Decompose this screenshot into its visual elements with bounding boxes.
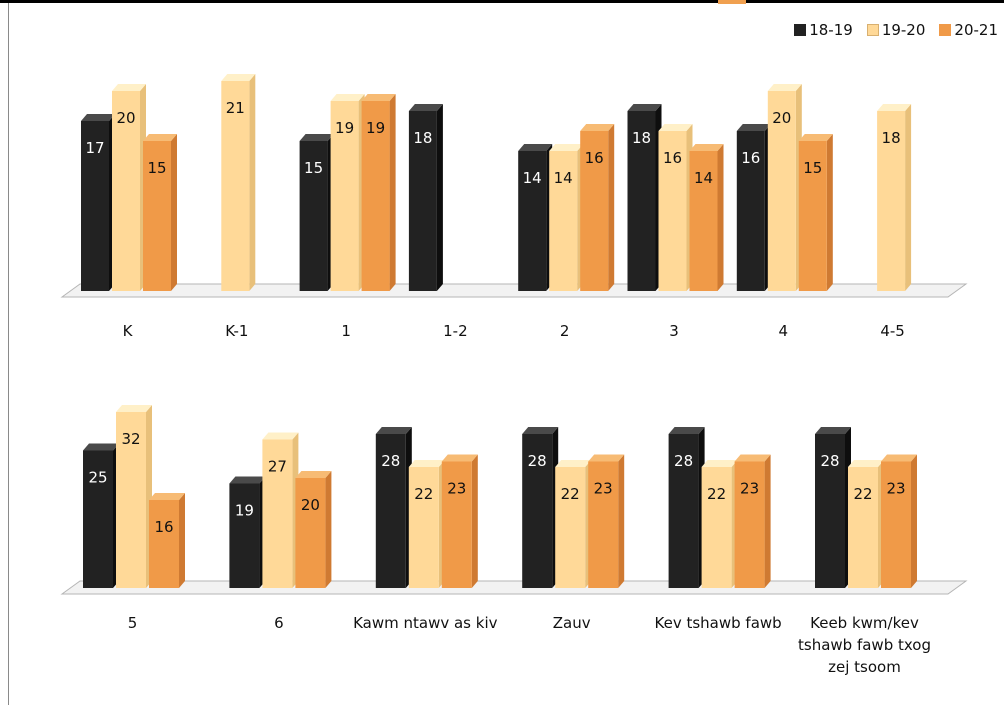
chart-1-value-label-3-0: 28 (528, 452, 547, 470)
legend-item-2: 20-21 (939, 21, 998, 39)
legend-item-0: 18-19 (794, 21, 853, 39)
chart-0-bar-6-1 (767, 84, 802, 291)
chart-1-bar-1-1 (262, 432, 299, 588)
chart-1-category-label-3: Zauv (552, 614, 591, 632)
chart-0-bar-3-0 (408, 104, 443, 291)
chart-1-value-label-1-2: 20 (301, 496, 320, 514)
chart-0-value-label-4-2: 16 (585, 149, 604, 167)
chart-0-bar-5-0 (627, 104, 662, 291)
chart-0-value-label-4-1: 14 (554, 169, 573, 187)
chart-0-category-label-6: 4 (778, 322, 789, 340)
chart-1-bar-5-2 (881, 454, 917, 588)
chart-0-category-label-7: 4-5 (880, 322, 905, 340)
chart-0-value-label-6-1: 20 (772, 109, 791, 127)
chart-1-bar-0-1 (116, 405, 152, 588)
chart-0-value-label-0-1: 20 (116, 109, 135, 127)
chart-1-value-label-2-2: 23 (447, 480, 466, 498)
chart-0-value-label-3-0: 18 (413, 129, 432, 147)
chart-1-value-label-1-0: 19 (235, 502, 254, 520)
chart-0-bar-4-1 (549, 144, 584, 291)
chart-1-value-label-2-0: 28 (381, 452, 400, 470)
chart-0-bar-2-0 (299, 134, 334, 291)
chart-1-bar-4-1 (701, 460, 738, 588)
chart-0-category-label-0: K (122, 322, 133, 340)
chart-0-bar-1-1 (221, 74, 256, 291)
chart-1-value-label-0-2: 16 (154, 518, 173, 536)
chart-0-bar-6-2 (798, 134, 833, 291)
chart-0-category-label-3: 1-2 (443, 322, 468, 340)
chart-0-value-label-2-1: 19 (335, 119, 354, 137)
legend: 18-19 19-20 20-21 (794, 21, 998, 39)
legend-swatch-0 (794, 24, 807, 36)
chart-0-value-label-5-2: 14 (694, 169, 713, 187)
chart-0-value-label-0-0: 17 (85, 139, 104, 157)
chart-1-value-label-5-2: 23 (886, 480, 905, 498)
chart-1-bar-0-0 (83, 443, 119, 588)
chart-0-bar-7-1 (877, 104, 912, 291)
chart-1-bar-2-1 (408, 460, 445, 588)
chart-1-value-label-0-1: 32 (121, 430, 140, 448)
chart-1-value-label-2-1: 22 (414, 485, 433, 503)
chart-1-category-label-2: Kawm ntawv as kiv (353, 614, 498, 632)
chart-1-bar-5-1 (848, 460, 884, 588)
legend-label-1: 19-20 (881, 21, 926, 39)
chart-0-category-label-5: 3 (669, 322, 679, 340)
chart-0-bar-5-2 (689, 144, 724, 291)
chart-1-bar-3-1 (555, 460, 592, 588)
chart-0-value-label-5-1: 16 (663, 149, 682, 167)
top-border (0, 0, 1004, 3)
chart-1-category-label-0: 5 (127, 614, 138, 632)
chart-1-value-label-5-1: 22 (853, 485, 872, 503)
chart-1-bar-1-0 (229, 476, 266, 588)
chart-0-bar-4-0 (518, 144, 553, 291)
legend-swatch-2 (939, 24, 952, 36)
chart-0-value-label-2-0: 15 (304, 159, 323, 177)
chart-0-value-label-4-0: 14 (523, 169, 542, 187)
chart-1-bar-2-2 (441, 454, 478, 588)
legend-swatch-1 (866, 24, 879, 36)
chart-0-value-label-6-2: 15 (803, 159, 822, 177)
chart-0-category-label-1: K-1 (225, 322, 249, 340)
chart-0-category-label-4: 2 (559, 322, 570, 340)
chart-0-category-label-2: 1 (341, 322, 351, 340)
chart-0-value-label-5-0: 18 (632, 129, 651, 147)
chart-1-value-label-4-1: 22 (707, 485, 726, 503)
chart-0-bar-2-1 (330, 94, 365, 291)
chart-0-value-label-6-0: 16 (741, 149, 760, 167)
chart-0-value-label-1-1: 21 (226, 99, 245, 117)
chart-1-value-label-5-0: 28 (820, 452, 839, 470)
chart-1-bar-1-2 (295, 471, 332, 588)
chart-1-value-label-4-0: 28 (674, 452, 693, 470)
chart-1-value-label-0-0: 25 (88, 469, 107, 487)
chart-1-bar-0-2 (149, 493, 185, 588)
left-border (8, 3, 9, 705)
chart-1-category-label-4: Kev tshawb fawb (654, 614, 782, 632)
chart-0-value-label-2-2: 19 (366, 119, 385, 137)
chart-1-category-label-5: Keeb kwm/kev tshawb fawb txog zej tsoom (798, 614, 931, 676)
legend-item-1: 19-20 (866, 21, 926, 39)
chart-1-bar-3-0 (522, 427, 559, 588)
top-accent (718, 0, 746, 4)
chart-1-value-label-3-2: 23 (594, 480, 613, 498)
chart-0-value-label-7-1: 18 (882, 129, 901, 147)
chart-1-category-label-1: 6 (274, 614, 284, 632)
chart-0-value-label-0-2: 15 (147, 159, 166, 177)
chart-0-bar-0-2 (143, 134, 177, 291)
chart-1-bar-4-2 (734, 454, 771, 588)
legend-label-0: 18-19 (809, 21, 853, 39)
chart-1-value-label-3-1: 22 (561, 485, 580, 503)
chart-0-bar-2-2 (361, 94, 396, 291)
chart-0-bar-4-2 (580, 124, 615, 291)
chart-1-value-label-1-1: 27 (268, 458, 287, 476)
chart-1-value-label-4-2: 23 (740, 480, 759, 498)
chart-1-bar-3-2 (588, 454, 625, 588)
legend-label-2: 20-21 (954, 21, 998, 39)
